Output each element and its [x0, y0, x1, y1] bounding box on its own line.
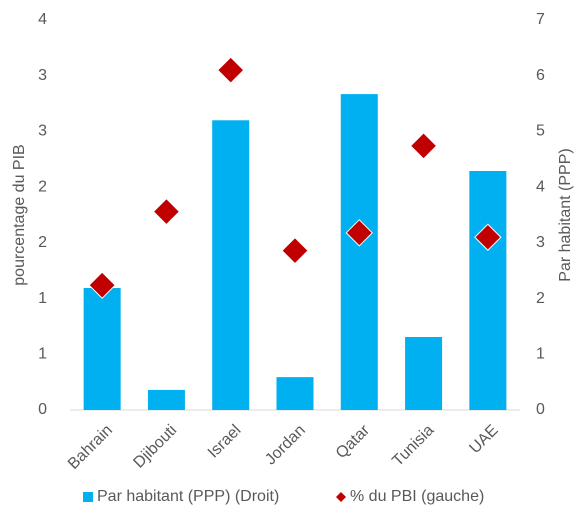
legend-swatch [83, 492, 93, 502]
y2-tick-label: 7 [536, 11, 545, 28]
diamond-marker [217, 56, 245, 84]
diamond-marker [88, 271, 116, 299]
diamond-marker [345, 219, 373, 247]
x-tick-label: UAE [466, 422, 501, 457]
bar [147, 389, 185, 410]
bar [469, 170, 507, 410]
y2-tick-label: 2 [536, 290, 545, 307]
bar [83, 287, 121, 410]
x-tick-label: Djibouti [130, 422, 180, 472]
y2-tick-label: 0 [536, 401, 545, 418]
diamond-marker [474, 223, 502, 251]
x-tick-label: Qatar [333, 421, 374, 462]
bar [276, 377, 314, 410]
y-axis-label: pourcentage du PIB [11, 144, 28, 285]
bar [340, 94, 378, 410]
y-tick-label: 1 [38, 290, 47, 307]
bar [405, 337, 443, 410]
x-tick-label: Bahrain [65, 422, 116, 473]
y-tick-label: 2 [38, 178, 47, 195]
legend-label: % du PBI (gauche) [350, 488, 484, 505]
y2-axis-label: Par habitant (PPP) [557, 148, 574, 281]
y-tick-label: 1 [38, 346, 47, 363]
y-tick-label: 4 [38, 11, 47, 28]
y-tick-label: 3 [38, 67, 47, 84]
x-tick-label: Tunisia [389, 422, 437, 470]
y-tick-label: 3 [38, 123, 47, 140]
x-tick-label: Jordan [262, 422, 309, 469]
y-tick-label: 0 [38, 401, 47, 418]
bar [212, 120, 250, 411]
y2-tick-label: 3 [536, 234, 545, 251]
diamond-marker [409, 132, 438, 160]
x-tick-label: Israel [205, 422, 245, 462]
y2-tick-label: 5 [536, 123, 545, 140]
y2-tick-label: 1 [536, 346, 545, 363]
diamond-marker [281, 236, 309, 265]
y2-tick-label: 6 [536, 67, 545, 84]
diamond-marker [152, 197, 181, 226]
legend-label: Par habitant (PPP) (Droit) [97, 488, 279, 505]
y-tick-label: 2 [38, 234, 47, 251]
legend-swatch [336, 492, 346, 502]
y2-tick-label: 4 [536, 178, 545, 195]
